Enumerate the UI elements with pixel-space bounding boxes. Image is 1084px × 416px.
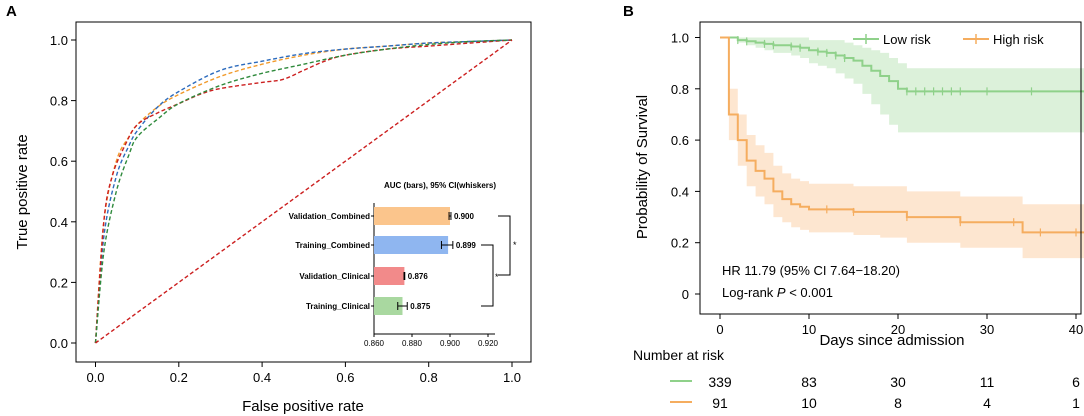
logrank-prefix: Log-rank xyxy=(722,285,777,300)
auc-bar-training-clinical xyxy=(374,297,403,315)
auc-bar-validation-clinical xyxy=(374,267,405,285)
km-y-tick-label: 0.4 xyxy=(671,184,689,199)
risk-table-cell: 8 xyxy=(894,395,902,411)
km-confidence-bands xyxy=(720,37,1084,259)
significance-bracket-outer xyxy=(498,215,511,276)
km-y-tick-label: 0.6 xyxy=(671,133,689,148)
risk-table-cell: 83 xyxy=(801,374,817,390)
risk-table-title: Number at risk xyxy=(633,347,725,363)
km-y-tick-label: 0.2 xyxy=(671,236,689,251)
significance-bracket-inner xyxy=(481,244,494,307)
km-curves xyxy=(720,36,1084,237)
km-y-axis: 0 0.2 0.4 0.6 0.8 1.0 xyxy=(671,31,700,302)
roc-y-tick-label: 1.0 xyxy=(50,33,68,48)
roc-y-tick-label: 0.6 xyxy=(50,154,68,169)
inset-x-tick-label: 0.860 xyxy=(364,339,385,348)
roc-y-tick-label: 0.2 xyxy=(50,275,68,290)
km-x-tick-label: 0 xyxy=(716,322,723,337)
roc-x-tick-label: 0.8 xyxy=(420,370,438,385)
roc-plot-frame xyxy=(75,21,532,363)
auc-value-label: 0.900 xyxy=(454,212,475,221)
risk-table: 339 83 30 11 6 91 10 8 4 1 xyxy=(708,374,1080,411)
roc-x-axis: 0.0 0.2 0.4 0.6 0.8 1.0 xyxy=(86,362,521,385)
inset-x-tick-label: 0.900 xyxy=(440,339,461,348)
roc-curve-validation-combined xyxy=(94,39,513,344)
risk-table-cell: 1 xyxy=(1072,395,1080,411)
km-band-high-risk xyxy=(720,37,1084,259)
panel-a-label: A xyxy=(6,3,17,20)
km-plot: 0 10 20 30 40 0 0.2 0.4 0.6 0.8 1.0 xyxy=(671,21,1084,337)
auc-inset-chart: AUC (bars), 95% CI(whiskers) 0.860 0.880 0… xyxy=(289,181,517,348)
km-x-tick-label: 30 xyxy=(980,322,994,337)
risk-table-cell: 339 xyxy=(708,374,732,390)
km-legend: Low risk High risk xyxy=(853,32,1044,47)
inset-category-label: Training_Combined xyxy=(295,241,370,250)
roc-curve-chance xyxy=(95,39,513,344)
roc-x-tick-label: 1.0 xyxy=(503,370,521,385)
legend-low-risk-label: Low risk xyxy=(883,32,931,47)
inset-category-label: Validation_Combined xyxy=(289,212,370,221)
significance-mark-inner: * xyxy=(495,272,499,282)
km-x-tick-label: 20 xyxy=(891,322,905,337)
significance-mark-outer: * xyxy=(513,240,517,250)
roc-x-label: False positive rate xyxy=(242,398,364,415)
inset-x-tick-label: 0.880 xyxy=(402,339,423,348)
roc-curve-training-combined xyxy=(94,39,513,344)
roc-curve-training-clinical xyxy=(94,39,513,344)
logrank-p-symbol: P xyxy=(777,285,786,300)
hr-annotation: HR 11.79 (95% CI 7.64−18.20) xyxy=(722,263,900,278)
km-y-label: Probability of Survival xyxy=(634,95,651,239)
roc-x-tick-label: 0.6 xyxy=(336,370,354,385)
km-x-tick-label: 40 xyxy=(1069,322,1083,337)
risk-table-cell: 10 xyxy=(801,395,817,411)
roc-y-label: True positive rate xyxy=(14,134,31,249)
roc-y-tick-label: 0.4 xyxy=(50,215,68,230)
km-x-axis: 0 10 20 30 40 xyxy=(716,314,1083,337)
roc-x-tick-label: 0.4 xyxy=(253,370,271,385)
inset-bars: Validation_Combined 0.900 Training_Combine… xyxy=(289,207,477,315)
roc-y-tick-label: 0.8 xyxy=(50,94,68,109)
km-x-label: Days since admission xyxy=(819,332,964,349)
roc-x-tick-label: 0.2 xyxy=(170,370,188,385)
risk-table-cell: 30 xyxy=(890,374,906,390)
panel-b-label: B xyxy=(623,3,634,20)
inset-category-label: Training_Clinical xyxy=(306,302,370,311)
roc-plot: 0.0 0.2 0.4 0.6 0.8 1.0 0.0 0.2 0.4 0.6 0.8 1.0 xyxy=(50,21,532,385)
km-y-tick-label: 1.0 xyxy=(671,31,689,46)
inset-ticks: 0.860 0.880 0.900 0.920 xyxy=(364,334,499,348)
risk-table-cell: 11 xyxy=(980,374,995,390)
auc-value-label: 0.899 xyxy=(456,241,477,250)
logrank-suffix: < 0.001 xyxy=(786,285,833,300)
logrank-annotation: Log-rank P < 0.001 xyxy=(722,285,833,300)
km-x-tick-label: 10 xyxy=(802,322,816,337)
auc-bar-training-combined xyxy=(374,236,449,254)
inset-x-tick-label: 0.920 xyxy=(478,339,499,348)
risk-table-cell: 4 xyxy=(983,395,991,411)
inset-category-label: Validation_Clinical xyxy=(299,272,370,281)
roc-x-tick-label: 0.0 xyxy=(86,370,104,385)
km-plot-frame xyxy=(699,21,1082,315)
km-y-tick-label: 0.8 xyxy=(671,82,689,97)
inset-title: AUC (bars), 95% CI(whiskers) xyxy=(384,181,496,190)
auc-bar-validation-combined xyxy=(374,207,450,225)
roc-curves xyxy=(94,39,513,344)
risk-table-cell: 6 xyxy=(1072,374,1080,390)
risk-table-cell: 91 xyxy=(712,395,728,411)
legend-high-risk-label: High risk xyxy=(993,32,1044,47)
auc-value-label: 0.875 xyxy=(410,302,431,311)
km-band-low-risk xyxy=(720,37,1084,133)
km-y-tick-label: 0 xyxy=(682,287,689,302)
roc-y-tick-label: 0.0 xyxy=(50,336,68,351)
roc-y-axis: 0.0 0.2 0.4 0.6 0.8 1.0 xyxy=(50,33,76,351)
auc-value-label: 0.876 xyxy=(408,272,429,281)
